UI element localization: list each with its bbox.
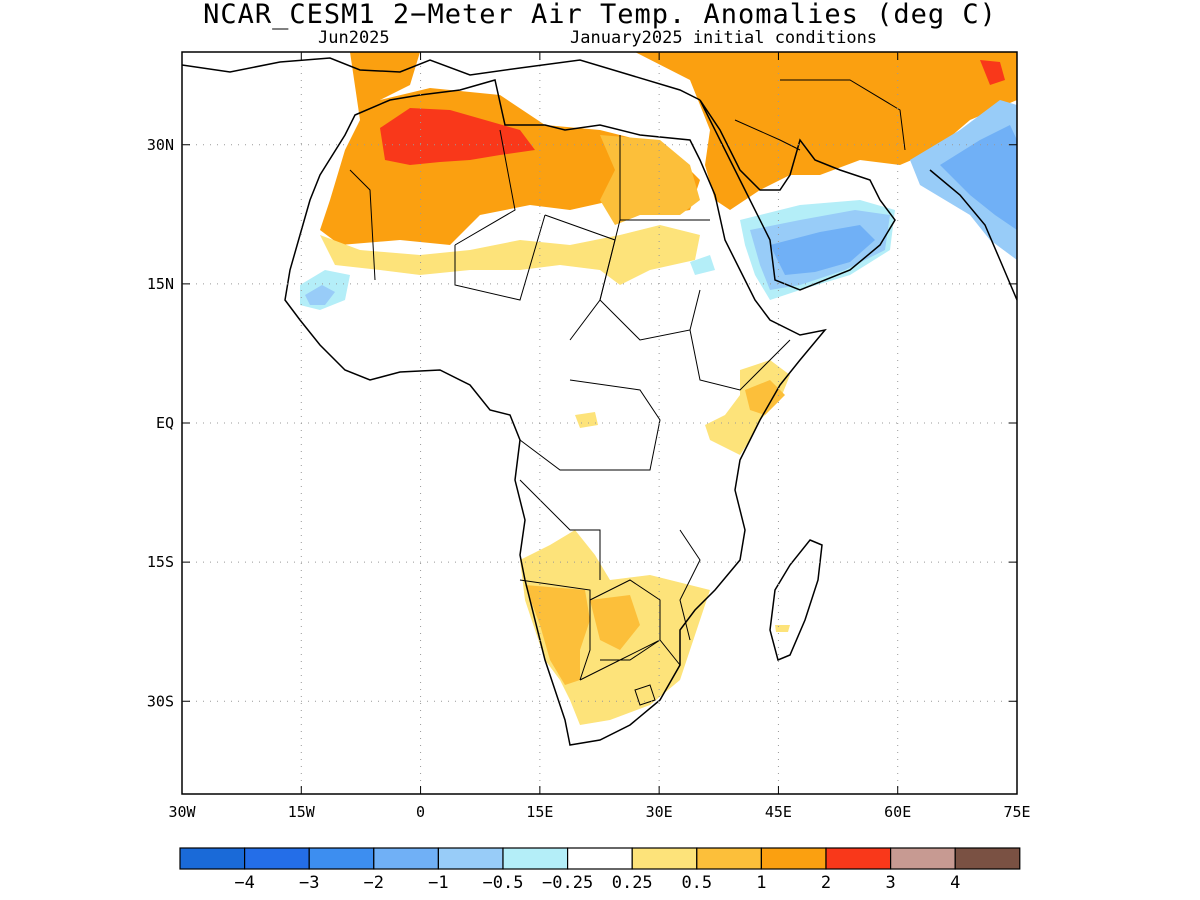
legend-swatch: [954, 847, 1021, 870]
border-south-africa: [579, 639, 681, 681]
madagascar-coastline: [769, 539, 823, 662]
legend-label: −0.5: [483, 873, 524, 893]
lon-tick-label: 30W: [168, 803, 196, 821]
legend-swatch: [760, 847, 827, 870]
iran-hot-spot: [980, 60, 1005, 85]
border-saudi-iraq: [734, 119, 801, 151]
initial-conditions-label: January2025 initial conditions: [570, 28, 878, 48]
legend-label: −3: [299, 873, 319, 893]
legend-label: 2: [821, 873, 831, 893]
algeria-hot-core-region: [380, 108, 535, 165]
lat-tick-label: 15S: [147, 553, 174, 571]
legend-swatch: [566, 847, 633, 870]
chart-title: NCAR_CESM1 2−Meter Air Temp. Anomalies (…: [203, 0, 997, 30]
longitude-ticks: 30W 15W 0 15E 30E 45E 60E 75E: [168, 52, 1031, 821]
border-drc: [519, 379, 661, 471]
lat-tick-label: 30N: [147, 136, 174, 154]
legend-label: 1: [756, 873, 766, 893]
legend-label: −0.25: [542, 873, 593, 893]
namibia-warm-region: [525, 585, 590, 685]
sahel-warm-region: [320, 225, 700, 285]
border-mauritania: [349, 169, 376, 281]
border-angola: [519, 479, 601, 580]
lon-tick-label: 45E: [765, 803, 792, 821]
country-borders: [349, 79, 906, 706]
lon-tick-label: 15W: [288, 803, 316, 821]
legend-swatch: [631, 847, 698, 870]
latitude-ticks: 30N 15N EQ 15S 30S: [147, 136, 1017, 710]
border-algeria-libya: [454, 129, 516, 246]
lon-tick-label: 15E: [526, 803, 553, 821]
border-mozambique: [679, 529, 701, 641]
sahara-orange-east: [600, 135, 700, 225]
border-botswana: [589, 579, 661, 661]
lat-tick-label: 15N: [147, 275, 174, 293]
legend-swatch: [373, 847, 439, 870]
border-namibia: [519, 579, 591, 681]
border-mali-niger: [454, 214, 546, 301]
legend-label: 0.5: [681, 873, 712, 893]
legend-label: −2: [364, 873, 384, 893]
west-africa-cool-core: [305, 285, 335, 305]
mediterranean-warm: [360, 52, 415, 80]
border-chad: [544, 214, 616, 341]
middle-east-warm-region: [635, 52, 1017, 210]
central-africa-warm-spot: [575, 412, 598, 428]
lon-tick-label: 75E: [1003, 803, 1030, 821]
legend-swatch: [502, 847, 569, 870]
india-cool-core: [940, 125, 1017, 230]
lat-tick-label: EQ: [156, 414, 174, 432]
lon-tick-label: 30E: [646, 803, 673, 821]
legend-label: 3: [885, 873, 895, 893]
legend-swatch: [437, 847, 504, 870]
sudan-cool-spot: [690, 255, 715, 275]
east-africa-orange: [745, 380, 785, 415]
lon-tick-label: 0: [416, 803, 425, 821]
lat-tick-label: 30S: [147, 692, 174, 710]
lon-tick-label: 60E: [884, 803, 911, 821]
border-iran: [780, 79, 906, 151]
arabia-coastline: [699, 99, 896, 291]
east-africa-warm-region: [705, 360, 790, 455]
border-sudan: [599, 219, 701, 341]
legend-label: 0.25: [612, 873, 653, 893]
legend-swatch: [308, 847, 375, 870]
border-ethiopia: [689, 329, 791, 391]
legend-label: 4: [950, 873, 960, 893]
india-coastline: [929, 169, 1017, 301]
color-legend: −4 −3 −2 −1 −0.5 −0.25 0.25 0.5 1 2 3 4: [179, 847, 1021, 893]
border-lesotho: [634, 684, 656, 706]
legend-swatch: [696, 847, 762, 870]
legend-swatch: [244, 847, 310, 870]
madagascar-warm-spot: [775, 625, 790, 632]
valid-month-label: Jun2025: [318, 28, 390, 48]
legend-swatch: [889, 847, 956, 870]
gridlines: [182, 52, 1017, 794]
legend-label: −4: [234, 873, 254, 893]
legend-label: −1: [428, 873, 448, 893]
legend-swatch: [179, 847, 246, 870]
europe-coastline: [182, 57, 701, 101]
arabia-cool-core: [770, 225, 875, 275]
anomaly-shading: [300, 52, 1017, 725]
botswana-warm: [590, 595, 640, 650]
legend-swatch: [825, 847, 892, 870]
